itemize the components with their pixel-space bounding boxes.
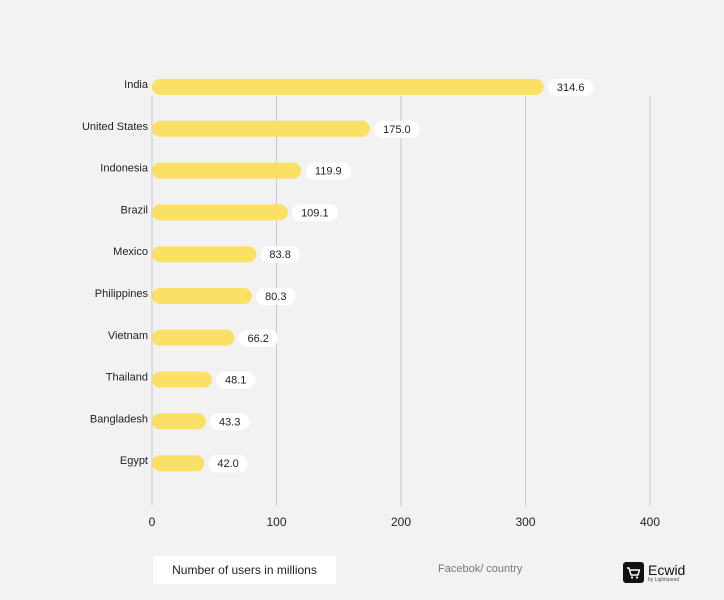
x-tick-label: 0 xyxy=(149,515,156,529)
x-tick-label: 400 xyxy=(640,515,660,529)
category-label: Indonesia xyxy=(100,163,149,175)
legend-label: Number of users in millions xyxy=(172,563,317,577)
value-label-bg xyxy=(209,413,250,431)
value-label-bg xyxy=(260,246,300,264)
bar xyxy=(152,329,235,346)
category-label: Thailand xyxy=(106,372,148,384)
bar xyxy=(152,204,288,221)
category-label: Vietnam xyxy=(108,330,148,342)
value-label: 314.6 xyxy=(557,82,585,94)
value-label-bg xyxy=(215,371,256,389)
value-label-bg xyxy=(291,204,338,222)
x-tick-label: 200 xyxy=(391,515,411,529)
value-label-bg xyxy=(208,455,248,473)
value-label: 80.3 xyxy=(265,291,286,303)
value-label-bg xyxy=(547,79,594,96)
value-label: 109.1 xyxy=(301,207,329,219)
bar xyxy=(152,455,205,472)
category-label: Bangladesh xyxy=(90,413,148,425)
value-label-bg xyxy=(305,162,352,180)
logo-sub: by Lightspeed xyxy=(648,576,680,583)
bar xyxy=(152,246,257,263)
value-label-bg xyxy=(373,120,420,138)
value-label: 48.1 xyxy=(225,375,246,387)
x-tick-label: 100 xyxy=(266,515,286,529)
category-label: Philippines xyxy=(95,288,149,300)
value-label: 119.9 xyxy=(315,166,342,178)
source-note: Facebok/ country xyxy=(438,563,523,575)
value-label: 42.0 xyxy=(217,458,238,470)
value-label: 66.2 xyxy=(248,333,269,345)
ecwid-logo: Ecwid by Lightspeed xyxy=(623,562,685,583)
bar xyxy=(152,162,302,179)
category-label: Brazil xyxy=(120,204,148,216)
value-label-bg xyxy=(238,329,279,347)
bar xyxy=(152,288,252,304)
category-label: Mexico xyxy=(113,246,148,258)
bar xyxy=(152,413,206,430)
category-label: United States xyxy=(82,121,149,133)
category-label: India xyxy=(124,79,149,91)
bar xyxy=(152,371,212,388)
x-tick-label: 300 xyxy=(515,515,535,529)
logo-name: Ecwid xyxy=(648,561,686,578)
legend: Number of users in millions xyxy=(153,556,336,584)
bar xyxy=(152,79,544,95)
bar xyxy=(152,120,370,137)
value-label: 83.8 xyxy=(269,249,290,261)
category-label: Egypt xyxy=(120,455,148,467)
value-label: 175.0 xyxy=(383,124,411,136)
value-label: 43.3 xyxy=(219,416,240,428)
cart-icon xyxy=(623,562,644,583)
value-label-bg xyxy=(255,288,296,305)
